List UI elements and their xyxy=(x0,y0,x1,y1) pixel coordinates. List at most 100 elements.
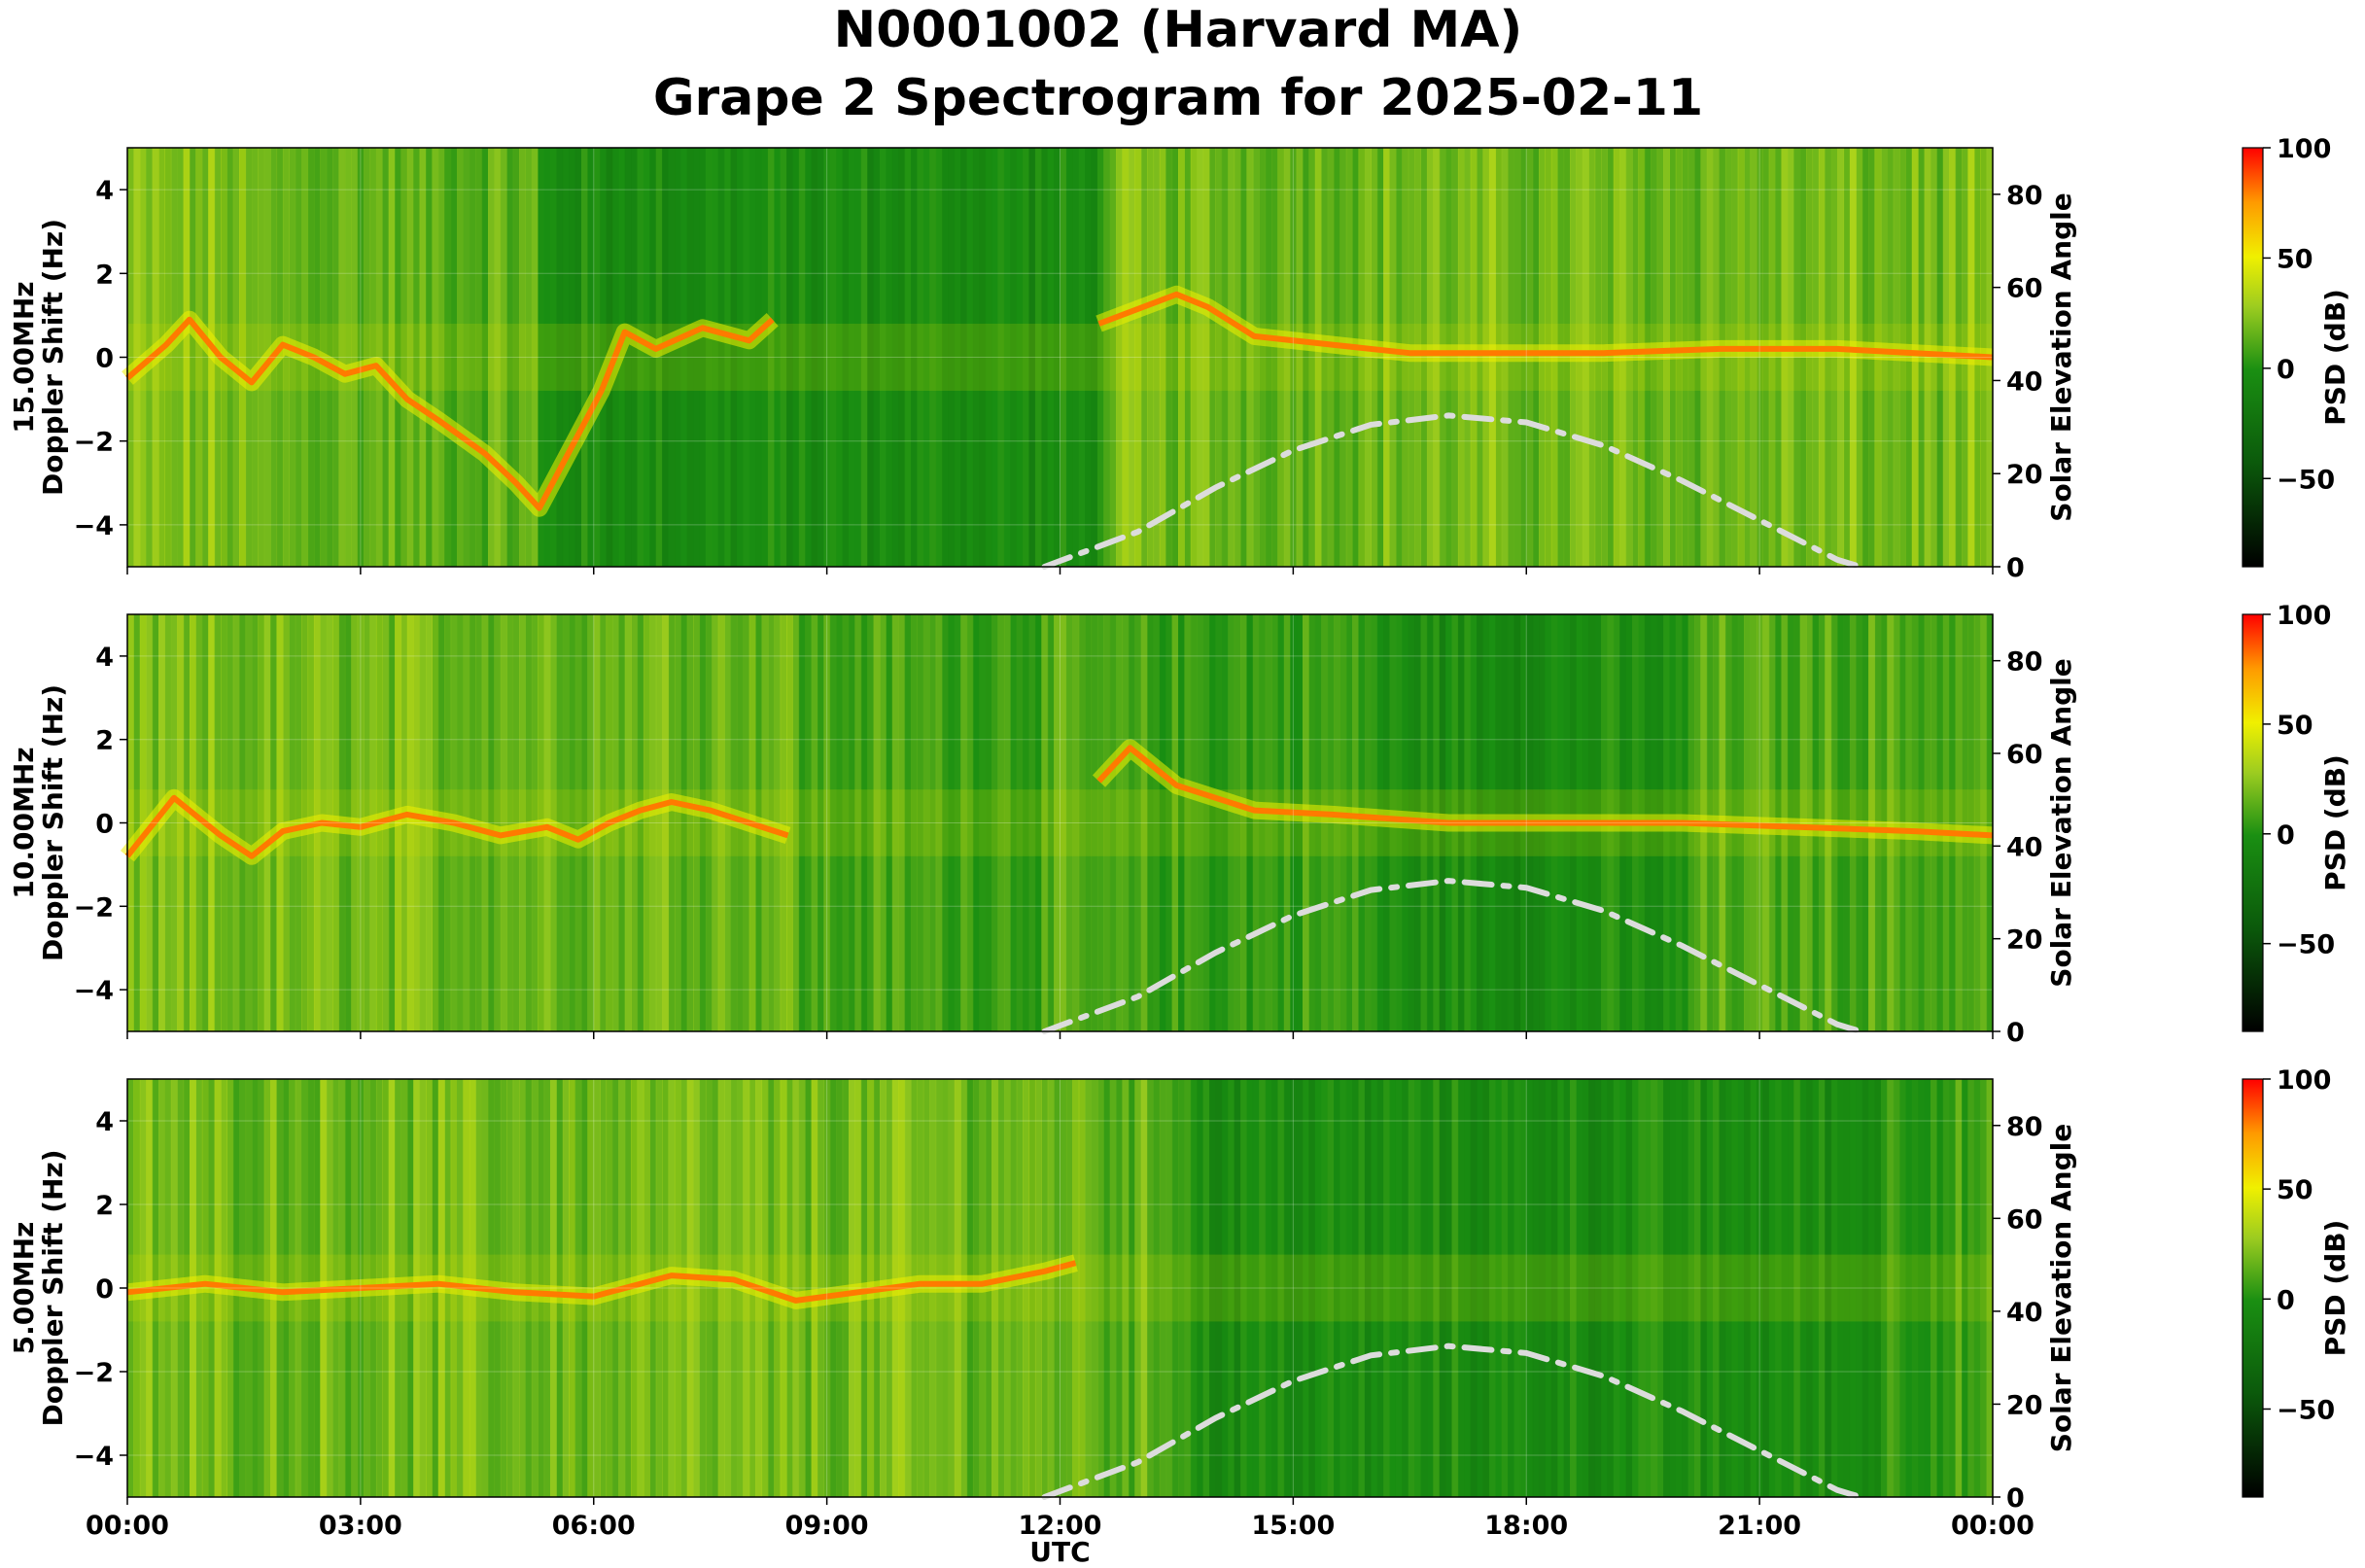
texture-column xyxy=(195,148,203,567)
texture-column xyxy=(1228,614,1235,1031)
texture-column xyxy=(898,614,906,1031)
texture-column xyxy=(364,148,371,567)
texture-column xyxy=(712,1079,719,1497)
texture-column xyxy=(1345,1079,1353,1497)
texture-column xyxy=(1147,614,1155,1031)
texture-column xyxy=(226,614,234,1031)
texture-column xyxy=(1016,614,1024,1031)
texture-column xyxy=(437,148,445,567)
texture-column xyxy=(935,614,943,1031)
texture-column xyxy=(1091,614,1098,1031)
texture-column xyxy=(1719,1079,1726,1497)
texture-column xyxy=(655,614,663,1031)
y2-tick-label: 0 xyxy=(2006,553,2025,583)
texture-column xyxy=(886,148,893,567)
texture-column xyxy=(1358,1079,1366,1497)
texture-column xyxy=(637,614,644,1031)
texture-column xyxy=(1962,1079,1968,1497)
texture-column xyxy=(562,148,570,567)
texture-column xyxy=(1576,1079,1583,1497)
texture-column xyxy=(1905,1079,1913,1497)
texture-column xyxy=(232,148,240,567)
texture-column xyxy=(1433,1079,1441,1497)
texture-column xyxy=(854,614,862,1031)
texture-column xyxy=(1190,1079,1198,1497)
texture-column xyxy=(1924,1079,1931,1497)
texture-column xyxy=(736,148,744,567)
texture-column xyxy=(836,614,844,1031)
texture-column xyxy=(792,148,800,567)
texture-column xyxy=(1283,148,1291,567)
texture-column xyxy=(1246,1079,1254,1497)
texture-column xyxy=(811,1079,818,1497)
texture-column xyxy=(1607,1079,1615,1497)
texture-column xyxy=(1308,614,1316,1031)
texture-column xyxy=(1140,148,1148,567)
texture-column xyxy=(792,614,800,1031)
texture-column xyxy=(263,614,271,1031)
texture-column xyxy=(1103,1079,1111,1497)
texture-column xyxy=(1003,614,1011,1031)
texture-column xyxy=(1843,1079,1851,1497)
y2-axis-label: Solar Elevation Angle xyxy=(2045,1124,2077,1452)
texture-column xyxy=(1246,148,1254,567)
y2-tick-label: 60 xyxy=(2006,274,2043,304)
texture-column xyxy=(400,148,408,567)
texture-column xyxy=(488,614,495,1031)
y2-tick-label: 40 xyxy=(2006,1298,2043,1328)
texture-column xyxy=(1402,1079,1409,1497)
texture-column xyxy=(338,148,346,567)
texture-column xyxy=(1550,1079,1558,1497)
texture-column xyxy=(1103,148,1111,567)
x-tick-label: 12:00 xyxy=(1019,1511,1102,1541)
texture-column xyxy=(1023,148,1030,567)
texture-column xyxy=(898,148,906,567)
texture-column xyxy=(1955,1079,1963,1497)
texture-column xyxy=(444,148,452,567)
texture-column xyxy=(880,614,887,1031)
texture-column xyxy=(426,148,433,567)
texture-column xyxy=(1861,1079,1869,1497)
x-axis-label: UTC xyxy=(1029,1536,1090,1568)
texture-column xyxy=(624,148,632,567)
texture-column xyxy=(164,148,172,567)
texture-column xyxy=(170,148,178,567)
texture-column xyxy=(450,148,458,567)
texture-column xyxy=(1010,148,1018,567)
texture-column xyxy=(569,614,576,1031)
texture-column xyxy=(1128,614,1135,1031)
y2-tick-label: 80 xyxy=(2006,1112,2043,1142)
texture-column xyxy=(1408,1079,1415,1497)
texture-column xyxy=(1818,1079,1826,1497)
texture-column xyxy=(1221,614,1229,1031)
y2-axis-label: Solar Elevation Angle xyxy=(2045,192,2077,521)
texture-column xyxy=(574,614,582,1031)
texture-column xyxy=(1545,1079,1552,1497)
texture-column xyxy=(680,614,688,1031)
texture-column xyxy=(1047,614,1055,1031)
texture-column xyxy=(183,614,191,1031)
title-line-2: Grape 2 Spectrogram for 2025-02-11 xyxy=(653,69,1703,127)
texture-column xyxy=(1781,1079,1789,1497)
texture-column xyxy=(1134,614,1142,1031)
texture-column xyxy=(183,148,191,567)
texture-column xyxy=(581,614,588,1031)
y-tick-label: −4 xyxy=(74,1442,114,1472)
texture-column xyxy=(705,614,713,1031)
texture-column xyxy=(761,148,769,567)
texture-column xyxy=(1457,1079,1465,1497)
texture-column xyxy=(1339,1079,1347,1497)
texture-column xyxy=(1663,1079,1670,1497)
texture-column xyxy=(1519,1079,1527,1497)
texture-column xyxy=(1334,1079,1340,1497)
texture-column xyxy=(369,148,377,567)
colorbar-tick-label: −50 xyxy=(2277,465,2335,495)
texture-column xyxy=(1140,614,1148,1031)
texture-column xyxy=(1321,614,1329,1031)
y2-tick-label: 40 xyxy=(2006,832,2043,862)
texture-column xyxy=(1234,614,1241,1031)
texture-column xyxy=(475,148,483,567)
texture-column xyxy=(270,614,278,1031)
texture-column xyxy=(668,148,676,567)
texture-column xyxy=(873,148,881,567)
